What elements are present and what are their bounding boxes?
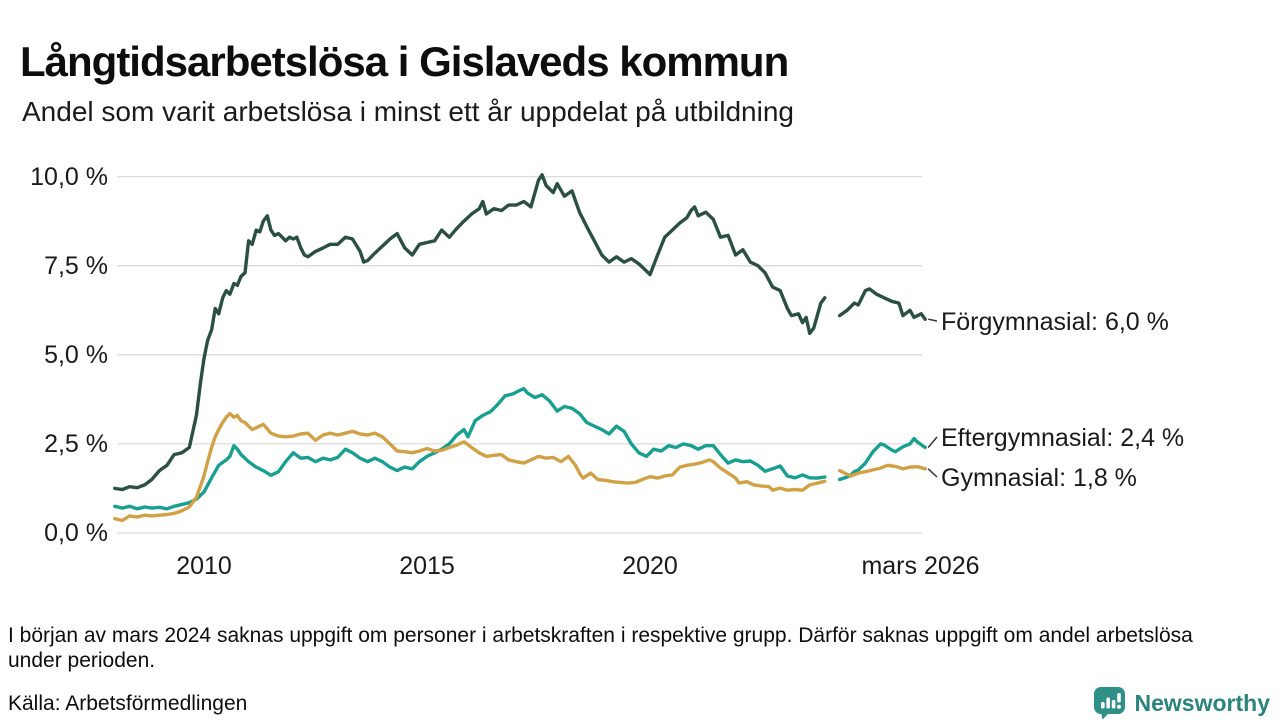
y-tick-7-5: 7,5 %	[44, 252, 108, 280]
newsworthy-logo-text: Newsworthy	[1134, 689, 1270, 716]
series-end-label-eftergymnasial: Eftergymnasial: 2,4 %	[941, 424, 1185, 452]
series-end-label-gymnasial: Gymnasial: 1,8 %	[941, 464, 1137, 492]
y-tick-0: 0,0 %	[44, 519, 108, 547]
source-text: Källa: Arbetsförmedlingen	[8, 692, 248, 715]
x-tick-2010: 2010	[176, 552, 232, 580]
y-tick-10: 10,0 %	[30, 163, 108, 191]
y-tick-2-5: 2,5 %	[44, 430, 108, 458]
series-end-label-forgymnasial: Förgymnasial: 6,0 %	[941, 308, 1169, 336]
x-tick-2020: 2020	[622, 552, 678, 580]
page-title: Långtidsarbetslösa i Gislaveds kommun	[20, 38, 789, 86]
footnote-text: I början av mars 2024 saknas uppgift om …	[8, 624, 1193, 672]
newsworthy-logo-icon	[1093, 687, 1125, 720]
newsworthy-brand: Newsworthy	[1093, 686, 1270, 720]
x-tick-mars-2026: mars 2026	[861, 552, 980, 580]
y-tick-5: 5,0 %	[44, 341, 108, 369]
page-subtitle: Andel som varit arbetslösa i minst ett å…	[22, 96, 794, 127]
x-tick-2015: 2015	[399, 552, 455, 580]
